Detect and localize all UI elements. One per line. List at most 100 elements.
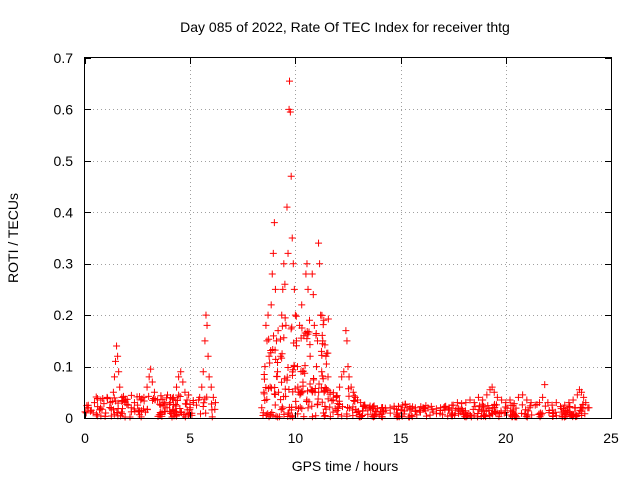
data-point [336, 383, 344, 391]
data-point [502, 399, 510, 407]
data-point [286, 108, 294, 116]
data-point [211, 405, 219, 413]
data-point [291, 311, 299, 319]
data-point [283, 376, 291, 384]
data-point [317, 311, 325, 319]
data-point [315, 239, 323, 247]
grid-lines [85, 58, 611, 418]
data-point [143, 405, 151, 413]
data-point [318, 368, 326, 376]
data-point [163, 404, 171, 412]
data-point [303, 335, 311, 343]
data-point [186, 404, 194, 412]
data-point [183, 396, 191, 404]
data-point [322, 352, 330, 360]
data-point [310, 376, 318, 384]
data-point [566, 411, 574, 419]
data-point [96, 404, 104, 412]
data-point [416, 406, 424, 414]
data-point [199, 402, 207, 410]
data-point [344, 404, 352, 412]
data-point [526, 404, 534, 412]
data-point [493, 393, 501, 401]
data-point [92, 393, 100, 401]
data-point [548, 401, 556, 409]
data-point [294, 383, 302, 391]
data-point [336, 401, 344, 409]
data-point [112, 357, 120, 365]
data-point [320, 387, 328, 395]
data-point [306, 316, 314, 324]
data-point [289, 260, 297, 268]
data-point [364, 410, 372, 418]
data-point [265, 335, 273, 343]
data-point [203, 321, 211, 329]
data-point [292, 312, 300, 320]
data-point [285, 403, 293, 411]
data-point [527, 399, 535, 407]
data-point [263, 337, 271, 345]
data-point [332, 393, 340, 401]
data-point [278, 322, 286, 330]
data-point [279, 285, 287, 293]
data-point [304, 404, 312, 412]
data-point [280, 334, 288, 342]
data-point [272, 337, 280, 345]
data-point [283, 203, 291, 211]
data-point [462, 399, 470, 407]
data-point [523, 396, 531, 404]
data-point [561, 401, 569, 409]
data-point [390, 405, 398, 413]
data-point [169, 405, 177, 413]
x-tick-labels: 0 5 10 15 20 25 [81, 430, 619, 446]
data-point [439, 411, 447, 419]
data-point [582, 399, 590, 407]
data-point [114, 399, 122, 407]
data-point [437, 404, 445, 412]
data-point [316, 260, 324, 268]
data-point [116, 383, 124, 391]
data-point [287, 325, 295, 333]
data-point [483, 391, 491, 399]
data-point [340, 368, 348, 376]
data-point [198, 383, 206, 391]
data-point [302, 270, 310, 278]
data-point [263, 395, 271, 403]
data-point [207, 383, 215, 391]
data-point [300, 413, 308, 421]
data-point [510, 400, 518, 408]
data-point [166, 399, 174, 407]
x-tick-label: 5 [186, 430, 194, 446]
data-point [578, 411, 586, 419]
data-point [343, 337, 351, 345]
data-point [161, 407, 169, 415]
data-point [277, 352, 285, 360]
data-point [535, 410, 543, 418]
data-point [133, 393, 141, 401]
data-point [353, 408, 361, 416]
data-point [413, 411, 421, 419]
data-point [338, 373, 346, 381]
data-point [177, 368, 185, 376]
data-point [203, 393, 211, 401]
data-point [565, 399, 573, 407]
data-point [577, 404, 585, 412]
data-point [290, 361, 298, 369]
x-tick-label: 20 [498, 430, 514, 446]
data-point [544, 399, 552, 407]
data-point [315, 380, 323, 388]
data-point [503, 404, 511, 412]
data-point [208, 413, 216, 421]
data-point [264, 384, 272, 392]
data-point [262, 321, 270, 329]
data-point [312, 363, 320, 371]
data-point [260, 388, 268, 396]
data-point [286, 77, 294, 85]
data-point [134, 401, 142, 409]
data-point [519, 391, 527, 399]
data-point [295, 405, 303, 413]
data-point [539, 393, 547, 401]
data-point [357, 399, 365, 407]
data-point [145, 392, 153, 400]
data-point [271, 285, 279, 293]
